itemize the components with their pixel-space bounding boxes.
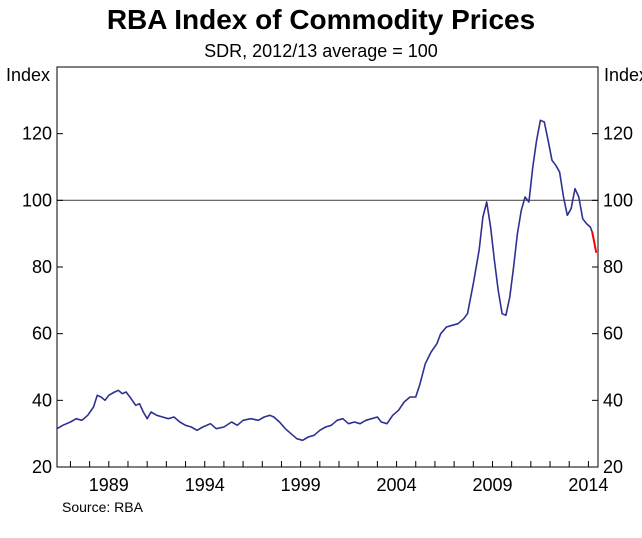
- y-tick-label-left: 100: [22, 190, 52, 210]
- y-tick-label-left: 20: [32, 457, 52, 477]
- y-tick-label-right: 20: [603, 457, 623, 477]
- y-tick-label-right: 100: [603, 190, 633, 210]
- x-tick-label: 1994: [185, 475, 225, 495]
- x-tick-label: 1989: [89, 475, 129, 495]
- series-line-recent: [591, 231, 598, 253]
- y-tick-label-left: 120: [22, 124, 52, 144]
- x-tick-label: 2014: [568, 475, 608, 495]
- x-tick-label: 2004: [377, 475, 417, 495]
- y-tick-label-right: 60: [603, 324, 623, 344]
- y-tick-label-left: 60: [32, 324, 52, 344]
- x-tick-label: 2009: [472, 475, 512, 495]
- x-tick-label: 1999: [281, 475, 321, 495]
- plot-area-frame: [56, 66, 599, 468]
- y-tick-label-right: 80: [603, 257, 623, 277]
- chart-title: RBA Index of Commodity Prices: [106, 4, 536, 35]
- y-tick-label-right: 40: [603, 390, 623, 410]
- y-tick-label-right: 120: [603, 124, 633, 144]
- source-note: Source: RBA: [62, 499, 143, 515]
- chart-subtitle: SDR, 2012/13 average = 100: [204, 41, 438, 61]
- y-tick-label-left: 40: [32, 390, 52, 410]
- y-axis-label-left: Index: [6, 65, 50, 85]
- y-axis-label-right: Index: [604, 65, 642, 85]
- y-tick-label-left: 80: [32, 257, 52, 277]
- series-line-index: [56, 119, 593, 442]
